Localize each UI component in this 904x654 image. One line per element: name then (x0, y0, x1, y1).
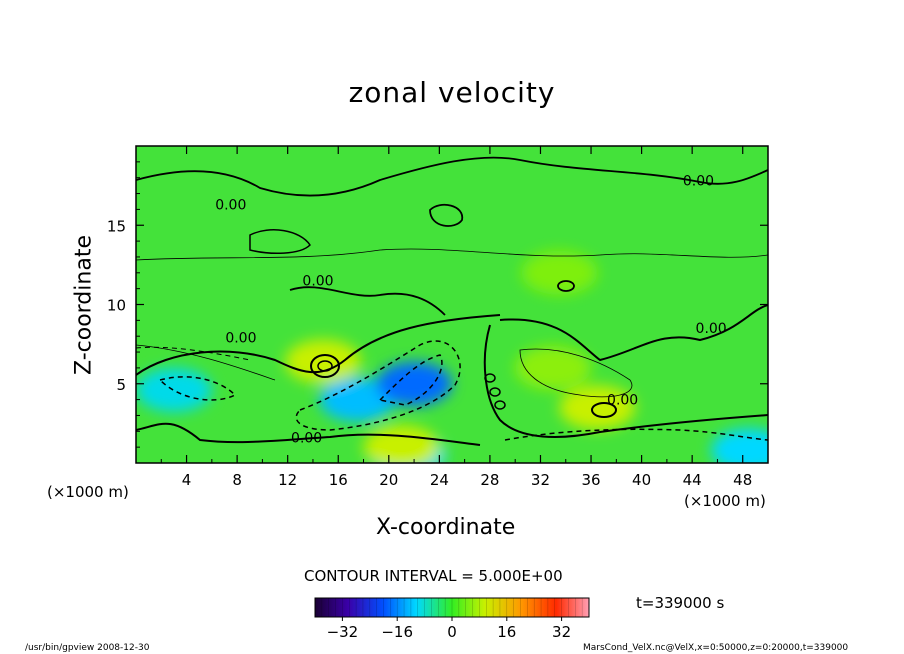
colorbar-tick-label: 32 (552, 623, 571, 641)
field-patches (136, 250, 768, 463)
colorbar-ticks: −32 −16 0 16 32 (327, 617, 571, 641)
x-tick-label: 28 (480, 471, 499, 489)
y-tick-label: 15 (107, 217, 126, 235)
x-axis-label: X-coordinate (376, 515, 516, 540)
field-patch-8 (521, 250, 598, 295)
field-patch-2 (136, 368, 212, 413)
x-axis-ticks: 4 8 12 16 20 24 28 32 36 40 44 48 (160, 146, 752, 489)
colorbar-tick-label: 0 (447, 623, 457, 641)
y-tick-label: 5 (116, 376, 126, 394)
x-tick-label: 48 (733, 471, 752, 489)
contour-label: 0.00 (683, 174, 714, 190)
x-tick-label: 36 (581, 471, 600, 489)
x-tick-label: 24 (430, 471, 449, 489)
y-tick-label: 10 (107, 297, 126, 315)
negative-contour-lines (136, 340, 768, 441)
colorbar-stripes (321, 598, 583, 617)
x-unit-label-right: (×1000 m) (684, 492, 766, 510)
x-tick-label: 4 (182, 471, 192, 489)
heatmap-field (136, 146, 768, 463)
footer-left: /usr/bin/gpview 2008-12-30 (25, 643, 150, 653)
contour-lines (136, 156, 768, 446)
field-patch-1 (376, 361, 453, 406)
y-axis-label: Z-coordinate (71, 235, 97, 375)
field-patch-7 (515, 345, 592, 390)
y-axis-ticks: 5 10 15 (107, 161, 768, 448)
contour-label: 0.00 (215, 197, 246, 213)
x-tick-label: 32 (531, 471, 550, 489)
x-tick-label: 40 (632, 471, 651, 489)
x-tick-label: 20 (379, 471, 398, 489)
x-unit-label-left: (×1000 m) (47, 483, 129, 501)
colorbar-tick-label: −16 (381, 623, 413, 641)
colorbar-tick-label: 16 (497, 623, 516, 641)
field-background (136, 146, 768, 463)
contour-label: 0.00 (302, 273, 333, 289)
x-tick-label: 44 (683, 471, 702, 489)
contour-labels: 0.00 0.00 0.00 0.00 0.00 0.00 0.00 (215, 174, 726, 447)
field-patch-4 (711, 428, 768, 463)
x-tick-label: 16 (329, 471, 348, 489)
chart-title: zonal velocity (348, 76, 556, 109)
contour-label: 0.00 (225, 331, 256, 347)
contour-label: 0.00 (607, 392, 638, 408)
footer-right: MarsCond_VelX.nc@VelX,x=0:50000,z=0:2000… (583, 643, 849, 653)
field-patch-6 (559, 385, 636, 430)
colorbar-tick-label: −32 (327, 623, 359, 641)
field-patch-0 (319, 377, 396, 422)
x-tick-label: 8 (232, 471, 242, 489)
contour-interval-label: CONTOUR INTERVAL = 5.000E+00 (304, 567, 563, 585)
time-label: t=339000 s (636, 594, 725, 612)
x-tick-label: 12 (278, 471, 297, 489)
contour-label: 0.00 (291, 430, 322, 446)
contour-label: 0.00 (696, 321, 727, 337)
